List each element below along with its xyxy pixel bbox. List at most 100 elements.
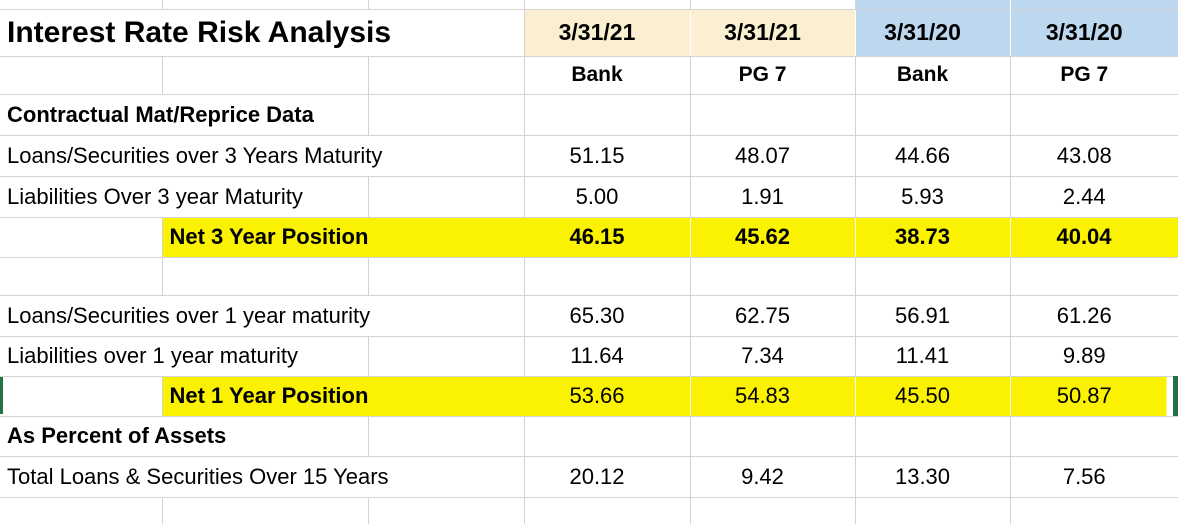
value-cell[interactable]: 54.83 xyxy=(690,376,856,417)
row-section-percent: As Percent of Assets xyxy=(0,416,1178,457)
cell-empty[interactable] xyxy=(1010,94,1178,136)
selection-border-left xyxy=(0,377,3,414)
row-bottom-partial xyxy=(0,497,1178,524)
cell-empty[interactable] xyxy=(0,0,163,10)
entity-header-pg7-2020[interactable]: PG 7 xyxy=(1010,56,1178,95)
row-blank xyxy=(0,257,1178,296)
cell-empty[interactable] xyxy=(0,376,163,417)
row-label[interactable]: Total Loans & Securities Over 15 Years xyxy=(0,456,525,498)
value-cell[interactable]: 7.56 xyxy=(1010,456,1178,498)
cell-empty[interactable] xyxy=(162,257,369,296)
cell-empty[interactable] xyxy=(0,257,163,296)
value-cell[interactable]: 53.66 xyxy=(524,376,691,417)
row-loans3: Loans/Securities over 3 Years Maturity 5… xyxy=(0,135,1178,177)
cell-empty[interactable] xyxy=(368,176,525,218)
value-cell[interactable]: 11.41 xyxy=(855,336,1011,377)
value-cell[interactable]: 48.07 xyxy=(690,135,856,177)
value-cell[interactable]: 5.00 xyxy=(524,176,691,218)
selection-border-right xyxy=(1173,376,1178,416)
cell-empty[interactable] xyxy=(368,257,525,296)
cell-empty[interactable] xyxy=(690,94,856,136)
value-cell[interactable]: 65.30 xyxy=(524,295,691,337)
cell-empty[interactable] xyxy=(524,416,691,457)
value-cell[interactable]: 51.15 xyxy=(524,135,691,177)
cell-empty[interactable] xyxy=(524,257,691,296)
value-cell[interactable]: 44.66 xyxy=(855,135,1011,177)
cell-empty[interactable] xyxy=(855,257,1011,296)
row-liab3: Liabilities Over 3 year Maturity 5.00 1.… xyxy=(0,176,1178,218)
row-liab1: Liabilities over 1 year maturity 11.64 7… xyxy=(0,336,1178,377)
row-label[interactable]: Liabilities Over 3 year Maturity xyxy=(0,176,369,218)
value-cell[interactable]: 11.64 xyxy=(524,336,691,377)
value-cell[interactable]: 9.89 xyxy=(1010,336,1178,377)
value-cell[interactable]: 40.04 xyxy=(1010,217,1178,258)
cell-empty[interactable] xyxy=(0,497,163,524)
value-cell[interactable]: 56.91 xyxy=(855,295,1011,337)
value-cell[interactable]: 45.62 xyxy=(690,217,856,258)
section-heading-contractual[interactable]: Contractual Mat/Reprice Data xyxy=(0,94,369,136)
cell-empty[interactable] xyxy=(0,56,163,95)
value-cell[interactable]: 50.87 xyxy=(1010,376,1178,417)
cell-empty[interactable] xyxy=(1010,416,1178,457)
value-cell[interactable]: 62.75 xyxy=(690,295,856,337)
cell-empty[interactable] xyxy=(690,416,856,457)
row-label-net3[interactable]: Net 3 Year Position xyxy=(162,217,525,258)
value-cell[interactable]: 7.34 xyxy=(690,336,856,377)
value-cell[interactable]: 61.26 xyxy=(1010,295,1178,337)
value-cell[interactable]: 2.44 xyxy=(1010,176,1178,218)
cell-empty[interactable] xyxy=(524,94,691,136)
cell-empty[interactable] xyxy=(1010,257,1178,296)
row-loans1: Loans/Securities over 1 year maturity 65… xyxy=(0,295,1178,337)
row-label[interactable]: Liabilities over 1 year maturity xyxy=(0,336,369,377)
cell-empty[interactable] xyxy=(855,497,1011,524)
value-cell[interactable]: 13.30 xyxy=(855,456,1011,498)
cell-empty[interactable] xyxy=(162,0,369,10)
value-cell[interactable]: 1.91 xyxy=(690,176,856,218)
cell-empty[interactable] xyxy=(855,94,1011,136)
date-header-pg7-2020[interactable]: 3/31/20 xyxy=(1010,9,1178,57)
cell-empty[interactable] xyxy=(690,497,856,524)
entity-header-bank-2020[interactable]: Bank xyxy=(855,56,1011,95)
value-cell[interactable]: 46.15 xyxy=(524,217,691,258)
row-title: Interest Rate Risk Analysis 3/31/21 3/31… xyxy=(0,9,1178,57)
entity-header-bank-2021[interactable]: Bank xyxy=(524,56,691,95)
cell-empty[interactable] xyxy=(524,0,691,10)
entity-header-pg7-2021[interactable]: PG 7 xyxy=(690,56,856,95)
row-label-net1[interactable]: Net 1 Year Position xyxy=(162,376,525,417)
cell-empty[interactable] xyxy=(690,257,856,296)
cell-empty[interactable] xyxy=(162,497,369,524)
cell-empty[interactable] xyxy=(855,416,1011,457)
value-cell[interactable]: 45.50 xyxy=(855,376,1011,417)
row-label[interactable]: Loans/Securities over 3 Years Maturity xyxy=(0,135,525,177)
cell-empty[interactable] xyxy=(368,497,525,524)
cell-empty[interactable] xyxy=(368,336,525,377)
cell-empty[interactable] xyxy=(368,0,525,10)
section-heading-percent[interactable]: As Percent of Assets xyxy=(0,416,369,457)
value-cell[interactable]: 20.12 xyxy=(524,456,691,498)
date-header-pg7-2021[interactable]: 3/31/21 xyxy=(690,9,856,57)
cell-empty[interactable] xyxy=(368,56,525,95)
cell-empty-blue[interactable] xyxy=(855,0,1011,10)
date-header-bank-2021[interactable]: 3/31/21 xyxy=(524,9,691,57)
value-cell[interactable]: 43.08 xyxy=(1010,135,1178,177)
cell-empty[interactable] xyxy=(690,0,856,10)
cell-empty[interactable] xyxy=(368,416,525,457)
row-label[interactable]: Loans/Securities over 1 year maturity xyxy=(0,295,525,337)
row-net3: Net 3 Year Position 46.15 45.62 38.73 40… xyxy=(0,217,1178,258)
value-cell[interactable]: 38.73 xyxy=(855,217,1011,258)
cell-empty[interactable] xyxy=(368,94,525,136)
date-header-bank-2020[interactable]: 3/31/20 xyxy=(855,9,1011,57)
value-cell[interactable]: 9.42 xyxy=(690,456,856,498)
page-title[interactable]: Interest Rate Risk Analysis xyxy=(0,9,525,57)
cell-empty[interactable] xyxy=(162,56,369,95)
row-net1: Net 1 Year Position 53.66 54.83 45.50 50… xyxy=(0,376,1178,417)
value-cell[interactable]: 5.93 xyxy=(855,176,1011,218)
cell-empty[interactable] xyxy=(1010,497,1178,524)
row-section-contractual: Contractual Mat/Reprice Data xyxy=(0,94,1178,136)
cell-empty[interactable] xyxy=(0,217,163,258)
cell-empty-blue[interactable] xyxy=(1010,0,1178,10)
cell-empty[interactable] xyxy=(524,497,691,524)
row-total15: Total Loans & Securities Over 15 Years 2… xyxy=(0,456,1178,498)
